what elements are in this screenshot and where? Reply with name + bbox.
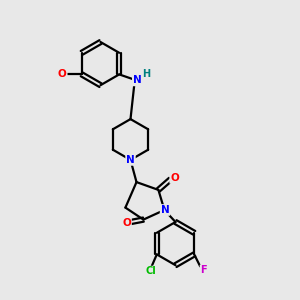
Text: O: O — [58, 69, 67, 80]
Text: H: H — [142, 69, 150, 80]
Text: O: O — [122, 218, 131, 228]
Text: Cl: Cl — [146, 266, 156, 277]
Text: N: N — [126, 155, 135, 165]
Text: N: N — [160, 205, 169, 215]
Text: F: F — [200, 265, 207, 275]
Text: O: O — [170, 173, 179, 183]
Text: N: N — [133, 75, 142, 85]
